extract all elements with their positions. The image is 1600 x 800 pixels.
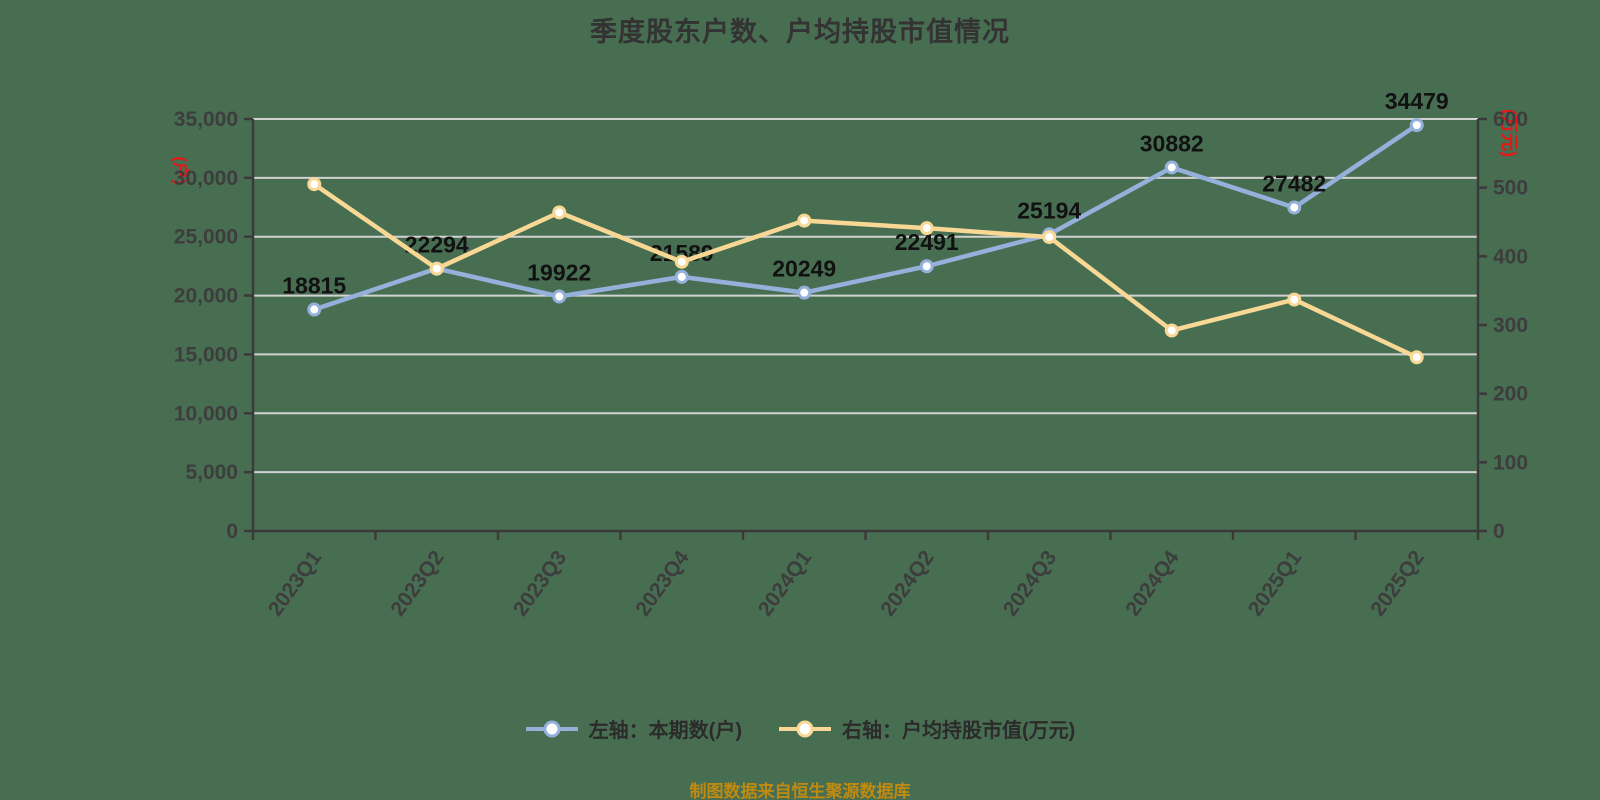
- x-axis-tick-label: 2024Q4: [1121, 546, 1184, 620]
- y-axis-right-tick-label: 400: [1493, 245, 1528, 268]
- data-point: [1287, 200, 1302, 215]
- source-note: 制图数据来自恒生聚源数据库: [689, 782, 911, 800]
- series-line: [312, 122, 1419, 312]
- y-axis-left-tick-label: 0: [226, 520, 238, 543]
- data-label: 25194: [1017, 197, 1081, 223]
- data-point: [307, 177, 322, 192]
- x-axis-tick-label: 2023Q2: [386, 546, 449, 620]
- data-point: [552, 205, 567, 220]
- data-point: [1042, 230, 1057, 245]
- legend-item-avg-market-value[interactable]: 右轴：户均持股市值(万元): [778, 714, 1075, 743]
- data-point: [1409, 350, 1424, 365]
- data-point: [429, 261, 444, 276]
- data-label: 34479: [1385, 88, 1449, 114]
- line-series-marker-icon: [525, 719, 579, 739]
- data-point: [919, 221, 934, 236]
- y-axis-right-tick-label: 300: [1493, 314, 1528, 337]
- legend-label: 左轴：本期数(户): [588, 720, 742, 742]
- line-series-marker-icon: [778, 719, 832, 739]
- legend: 左轴：本期数(户) 右轴：户均持股市值(万元): [0, 714, 1600, 743]
- data-label: 18815: [282, 273, 346, 299]
- data-point: [552, 289, 567, 304]
- series-line: [312, 181, 1419, 360]
- y-axis-left-tick-label: 30,000: [174, 167, 238, 190]
- x-axis-labels: 2023Q1 2023Q2 2023Q3 2023Q4 2024Q1 2024Q2 2024…: [264, 546, 1429, 620]
- data-point: [674, 254, 689, 269]
- y-axis-left-labels: 0 5,000 10,000 15,000 20,000 25,000 30,000 35,0…: [174, 108, 253, 543]
- y-axis-right-tick-label: 500: [1493, 177, 1528, 200]
- x-axis-tick-label: 2024Q2: [876, 546, 939, 620]
- y-axis-left-tick-label: 15,000: [174, 343, 238, 366]
- grid-lines: [253, 118, 1478, 474]
- y-axis-left-tick-label: 25,000: [174, 226, 238, 249]
- y-axis-left-tick-label: 20,000: [174, 285, 238, 308]
- data-point: [797, 213, 812, 228]
- legend-label: 右轴：户均持股市值(万元): [842, 720, 1076, 742]
- y-axis-left-tick-label: 35,000: [174, 108, 238, 131]
- x-axis-tick-label: 2025Q1: [1244, 546, 1307, 620]
- data-point: [674, 269, 689, 284]
- y-axis-right-labels: 0 100 200 300 400 500 600: [1478, 108, 1528, 543]
- x-axis-ticks: [251, 531, 1480, 540]
- data-point: [1287, 292, 1302, 307]
- series-avg-market-value: [307, 177, 1424, 365]
- data-label: 30882: [1140, 130, 1204, 156]
- data-point: [1164, 160, 1179, 175]
- chart-title: 季度股东户数、户均持股市值情况: [590, 17, 1010, 47]
- data-label: 19922: [527, 259, 591, 285]
- data-point: [1164, 323, 1179, 338]
- y-axis-right-tick-label: 100: [1493, 451, 1528, 474]
- data-label: 20249: [772, 256, 836, 282]
- x-axis-tick-label: 2024Q3: [999, 546, 1062, 620]
- x-axis-tick-label: 2023Q4: [631, 546, 694, 620]
- series-shareholder-count: [307, 118, 1424, 317]
- y-axis-right-tick-label: 600: [1493, 108, 1528, 131]
- data-point: [1409, 118, 1424, 133]
- y-axis-left-tick-label: 10,000: [174, 402, 238, 425]
- x-axis-tick-label: 2024Q1: [754, 546, 817, 620]
- data-point: [919, 259, 934, 274]
- y-axis-right-tick-label: 0: [1493, 520, 1505, 543]
- y-axis-left-tick-label: 5,000: [185, 461, 238, 484]
- data-point: [307, 302, 322, 317]
- y-axis-right-tick-label: 200: [1493, 383, 1528, 406]
- x-axis-tick-label: 2023Q1: [264, 546, 327, 620]
- x-axis-tick-label: 2023Q3: [509, 546, 572, 620]
- data-label: 27482: [1262, 170, 1326, 196]
- x-axis-tick-label: 2025Q2: [1366, 546, 1429, 620]
- data-point: [797, 285, 812, 300]
- legend-item-shareholder-count[interactable]: 左轴：本期数(户): [525, 714, 742, 743]
